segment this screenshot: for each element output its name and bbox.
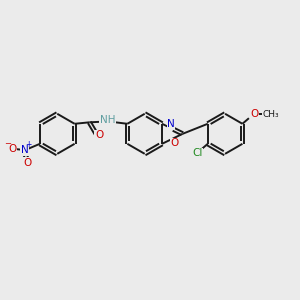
Text: O: O bbox=[251, 110, 259, 119]
Text: +: + bbox=[25, 140, 32, 149]
Text: NH: NH bbox=[100, 115, 115, 125]
Text: O: O bbox=[23, 158, 32, 168]
Text: N: N bbox=[21, 145, 28, 155]
Text: Cl: Cl bbox=[192, 148, 202, 158]
Text: O: O bbox=[95, 130, 103, 140]
Text: O: O bbox=[170, 138, 178, 148]
Text: N: N bbox=[167, 119, 175, 129]
Text: −: − bbox=[4, 140, 12, 148]
Text: O: O bbox=[9, 144, 17, 154]
Text: CH₃: CH₃ bbox=[263, 110, 279, 119]
